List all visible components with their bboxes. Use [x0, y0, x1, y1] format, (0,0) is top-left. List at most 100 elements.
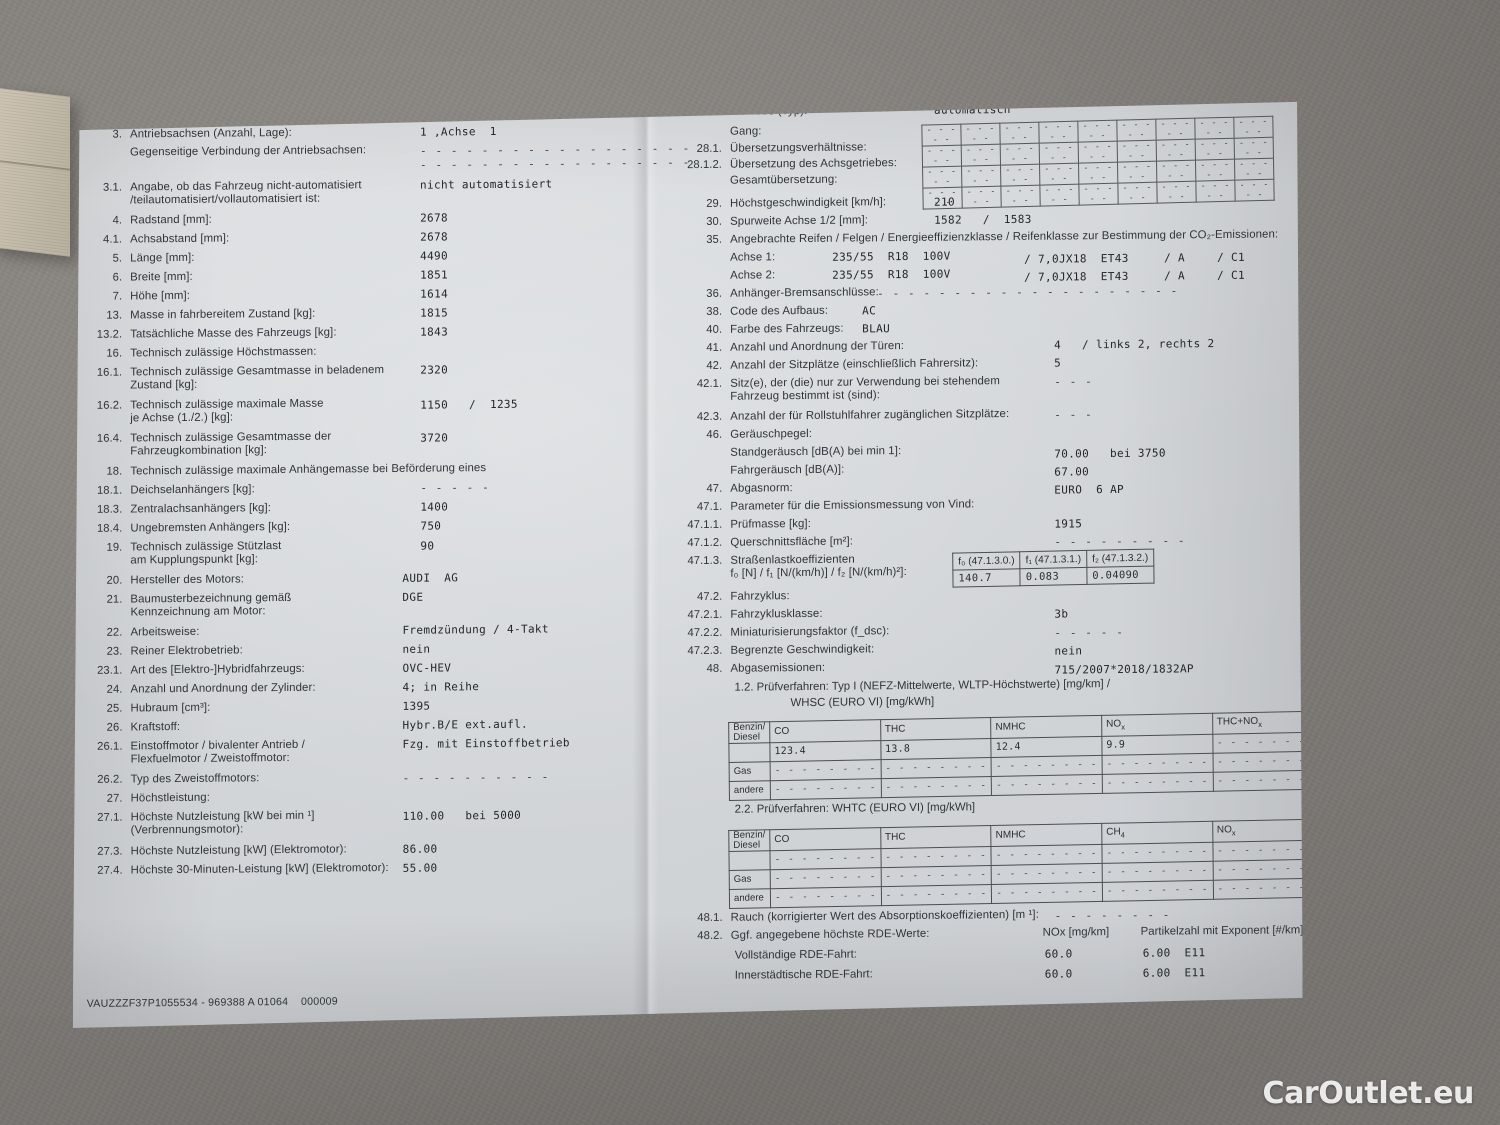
row-number: 47.: [706, 482, 723, 495]
rde-entry-full-pn: 6.00 E11: [1142, 946, 1206, 960]
row-number: 46.: [706, 428, 723, 441]
row-16-1: 16.1. Technisch zulässige Gesamtmasse in…: [72, 364, 384, 393]
rde-col-head-nox: NOx [mg/km]: [1042, 926, 1110, 939]
row-label: Länge [mm]:: [130, 251, 195, 265]
row-label-line1: Technisch zulässige Gesamtmasse der: [130, 430, 332, 445]
row-label: Fahrzyklusklasse:: [730, 607, 823, 621]
emission-header-cell: CO: [770, 828, 881, 851]
gear-ratio-cell: - - - - -: [1156, 160, 1195, 182]
row-number: 26.1.: [97, 740, 123, 753]
row-number: 29.: [706, 197, 723, 210]
row-30: 30. Spurweite Achse 1/2 [mm]: 1582 / 158…: [672, 214, 868, 229]
row-number: [672, 175, 730, 176]
row-label: Höchstleistung:: [130, 791, 210, 805]
row-label: Anzahl der Sitzplätze (einschließlich Fa…: [730, 357, 979, 372]
row-label: Einstoffmotor / bivalenter Antrieb / Fle…: [131, 739, 305, 767]
emission-row-label: [729, 850, 770, 870]
gear-ratio-cell: - - - - -: [961, 123, 1000, 145]
row-label: Übersetzungsverhältnisse:: [730, 141, 867, 155]
gear-ratio-cell: - - - - -: [1117, 119, 1156, 141]
row-value: nicht automatisiert: [420, 177, 553, 192]
gear-ratio-cell: - - - - -: [1156, 118, 1195, 140]
row-label: Masse in fahrbereitem Zustand [kg]:: [130, 307, 316, 322]
row-label: Angebrachte Reifen / Felgen / Energieeff…: [730, 228, 1279, 246]
row-label: Rauch (korrigierter Wert des Absorptions…: [730, 908, 1039, 924]
emission-data-cell: 12.4: [991, 736, 1102, 757]
row-7: 7. Höhe [mm]: 1614: [72, 290, 190, 304]
row-label: Ungebremsten Anhängers [kg]:: [130, 520, 291, 535]
row-number: 47.2.3.: [687, 644, 723, 658]
gear-ratio-cell: - - - - -: [1079, 183, 1118, 205]
row-6: 6. Breite [mm]: 1851: [72, 271, 193, 285]
gear-ratio-cell: - - - - -: [962, 186, 1001, 208]
row-value: 1614: [420, 287, 449, 301]
row-36: 36. Anhänger-Bremsanschlüsse: - - - - - …: [672, 286, 879, 301]
row-18: 18. Technisch zulässige maximale Anhänge…: [72, 462, 486, 479]
emission-header-cell: CH4: [1102, 821, 1213, 844]
row-47-2: 47.2. Fahrzyklus:: [672, 590, 789, 604]
emission-data-cell: 123.4: [770, 740, 881, 761]
row-21: 21. Baumusterbezeichnung gemäß Kennzeich…: [72, 592, 291, 621]
row-value: OVC-HEV: [402, 661, 452, 675]
row-value: 2678: [420, 230, 448, 244]
row-number: 3.: [112, 128, 123, 141]
watermark-caroutlet: CarOutlet.eu: [1262, 1076, 1474, 1111]
row-label: Fahrzyklus:: [730, 590, 790, 603]
row-label: Parameter für die Emissionsmessung von V…: [730, 498, 975, 513]
emission-data-cell: - - - - - - - -: [992, 882, 1103, 903]
row-value: 1400: [420, 500, 449, 514]
emission-data-cell: - - - - - - - -: [991, 863, 1102, 884]
row-label: Reiner Elektrobetrieb:: [130, 644, 243, 658]
gear-ratio-cell: - - - - -: [1118, 182, 1157, 204]
emission-data-cell: 9.9: [1102, 734, 1213, 755]
emission-row-label: [729, 742, 770, 762]
row-value-dots: - - - - - - - - -: [1054, 534, 1186, 549]
emission-data-cell: - - - - - - - -: [1102, 772, 1213, 793]
row-20: 20. Hersteller des Motors: AUDI AG: [72, 573, 244, 588]
row-label-line2: je Achse (1./2.) [kg]:: [130, 411, 234, 425]
row-number: 21.: [106, 593, 123, 606]
road-load-coefficients-table: f₀ (47.1.3.0.) f₁ (47.1.3.1.) f₂ (47.1.3.2…: [952, 549, 1154, 588]
row-label: Baumusterbezeichnung gemäß Kennzeichnung…: [130, 592, 291, 620]
gear-ratio-cell: - - - - -: [962, 165, 1001, 187]
emission-row-label: andere: [729, 780, 770, 800]
emission-data-cell: - - - - - - - -: [1102, 880, 1213, 901]
row-4-1: 4.1. Achsabstand [mm]: 2678: [72, 232, 229, 247]
row-number: 36.: [706, 287, 723, 300]
row-27: 27. Höchstleistung:: [73, 792, 210, 807]
row-label: Art des [Elektro-]Hybridfahrzeugs:: [130, 662, 305, 677]
row-label: Höhe [mm]:: [130, 289, 191, 303]
row-18-3: 18.3. Zentralachsanhängers [kg]: 1400: [72, 502, 271, 517]
row-label: Hubraum [cm³]:: [130, 701, 211, 715]
row-value: 1851: [420, 268, 449, 282]
row-47-1-1: 47.1.1. Prüfmasse [kg]: 1915: [672, 518, 811, 533]
row-value: 5: [1054, 356, 1062, 370]
road-load-value-cell: 0.04090: [1087, 566, 1154, 584]
row-value: 1815: [420, 306, 449, 320]
row-value: 1843: [420, 325, 449, 339]
rde-entry-urban-pn: 6.00 E11: [1142, 966, 1206, 980]
row-number: 41.: [706, 341, 723, 354]
row-label-line2: f₀ [N] / f₁ [N/(km/h)] / f₂ [N/(km/h)²]:: [730, 566, 907, 580]
road-load-value-cell: 0.083: [1020, 567, 1087, 585]
emission-header-cell: NMHC: [991, 715, 1102, 738]
emission-data-cell: - - - - - - - -: [770, 848, 881, 869]
emission-data-cell: - - - - - - - -: [1102, 753, 1213, 774]
row-18-1: 18.1. Deichselanhängers [kg]: - - - - -: [72, 483, 255, 498]
row-label: Anzahl der für Rollstuhlfahrer zugänglic…: [730, 408, 1010, 423]
row-48: 48. Abgasemissionen: 715/2007*2018/1832A…: [672, 662, 825, 677]
row-label: Antriebsachsen (Anzahl, Lage):: [130, 126, 292, 141]
row-label: Geräuschpegel:: [730, 427, 813, 441]
row-label: Arbeitsweise:: [130, 625, 200, 639]
row-label: Höchste 30-Minuten-Leistung [kW] (Elektr…: [130, 861, 389, 877]
row-label: Querschnittsfläche [m²]:: [730, 535, 854, 549]
rde-entry-urban-label: Innerstädtische RDE-Fahrt:: [734, 968, 873, 982]
row-label: Anzahl und Anordnung der Zylinder:: [130, 681, 316, 696]
row-gang: Gang:: [672, 125, 762, 139]
row-number: 47.2.1.: [687, 608, 723, 622]
row-standgeraeusch: Standgeräusch [dB(A) bei min 1]: 70.00 b…: [672, 445, 901, 460]
row-label-line1: Technisch zulässige Gesamtmasse in belad…: [130, 364, 385, 379]
row-value: DGE: [402, 590, 424, 604]
row-number: 18.4.: [96, 522, 123, 535]
row-number: 47.1.3.: [687, 554, 723, 568]
